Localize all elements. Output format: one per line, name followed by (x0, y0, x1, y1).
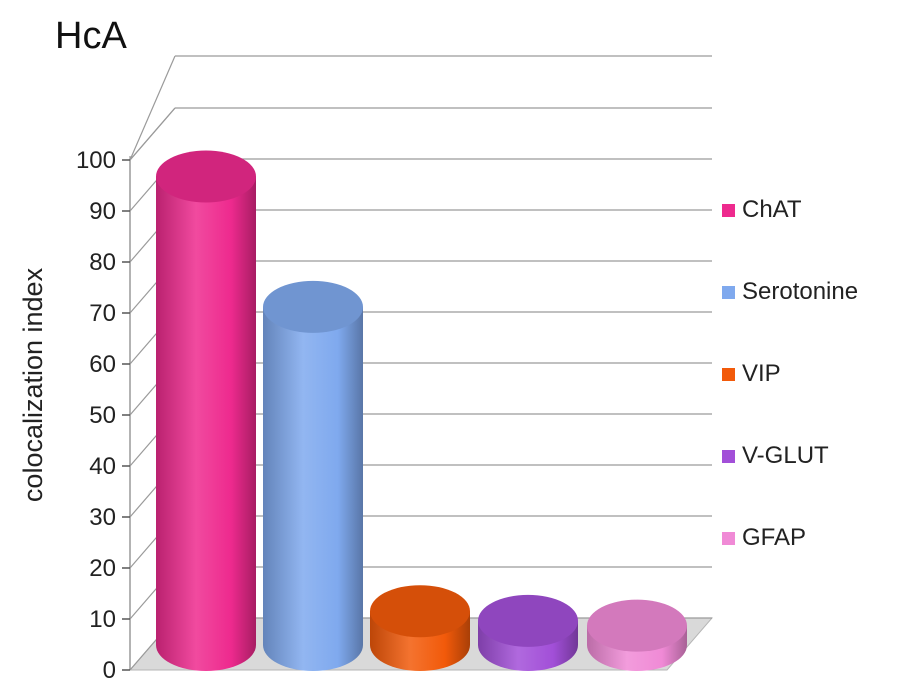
y-axis: 0 10 20 30 40 50 60 70 80 90 100 (76, 147, 131, 684)
legend-swatch (722, 286, 735, 299)
bar (587, 599, 687, 671)
bar (478, 594, 578, 671)
y-tick-label: 70 (89, 300, 116, 327)
legend-swatch (722, 532, 735, 545)
y-tick-label: 80 (89, 249, 116, 276)
bar (263, 280, 363, 671)
bar-cap (156, 150, 256, 203)
legend-swatch (722, 368, 735, 381)
y-tick-label: 10 (89, 606, 116, 633)
bar-cap (263, 280, 363, 333)
y-tick-label: 0 (103, 657, 116, 684)
y-tick-label: 60 (89, 351, 116, 378)
gridline-depth (129, 107, 176, 161)
legend-swatch (722, 204, 735, 217)
y-tick-label: 40 (89, 453, 116, 480)
bar-cap (478, 594, 578, 647)
y-tick-label: 50 (89, 402, 116, 429)
legend-label: ChAT (742, 196, 802, 223)
y-axis-label: colocalization index (18, 267, 48, 502)
gridline-depth-top (129, 55, 176, 161)
legend-swatch (722, 450, 735, 463)
y-tick-label: 90 (89, 198, 116, 225)
chart-title: HcA (55, 15, 127, 57)
bar-body (156, 176, 256, 672)
bar-cap (587, 599, 687, 652)
y-tick-label: 100 (76, 147, 116, 174)
bar-body (263, 306, 363, 671)
bars (156, 150, 687, 672)
bar (370, 585, 470, 671)
y-tick-label: 20 (89, 555, 116, 582)
legend-label: Serotonine (742, 278, 858, 305)
bar (156, 150, 256, 672)
bar-cap (370, 585, 470, 638)
y-tick-label: 30 (89, 504, 116, 531)
legend: ChAT Serotonine VIP V-GLUT GFAP (722, 196, 858, 551)
legend-label: GFAP (742, 524, 806, 551)
legend-label: VIP (742, 360, 781, 387)
legend-label: V-GLUT (742, 442, 829, 469)
